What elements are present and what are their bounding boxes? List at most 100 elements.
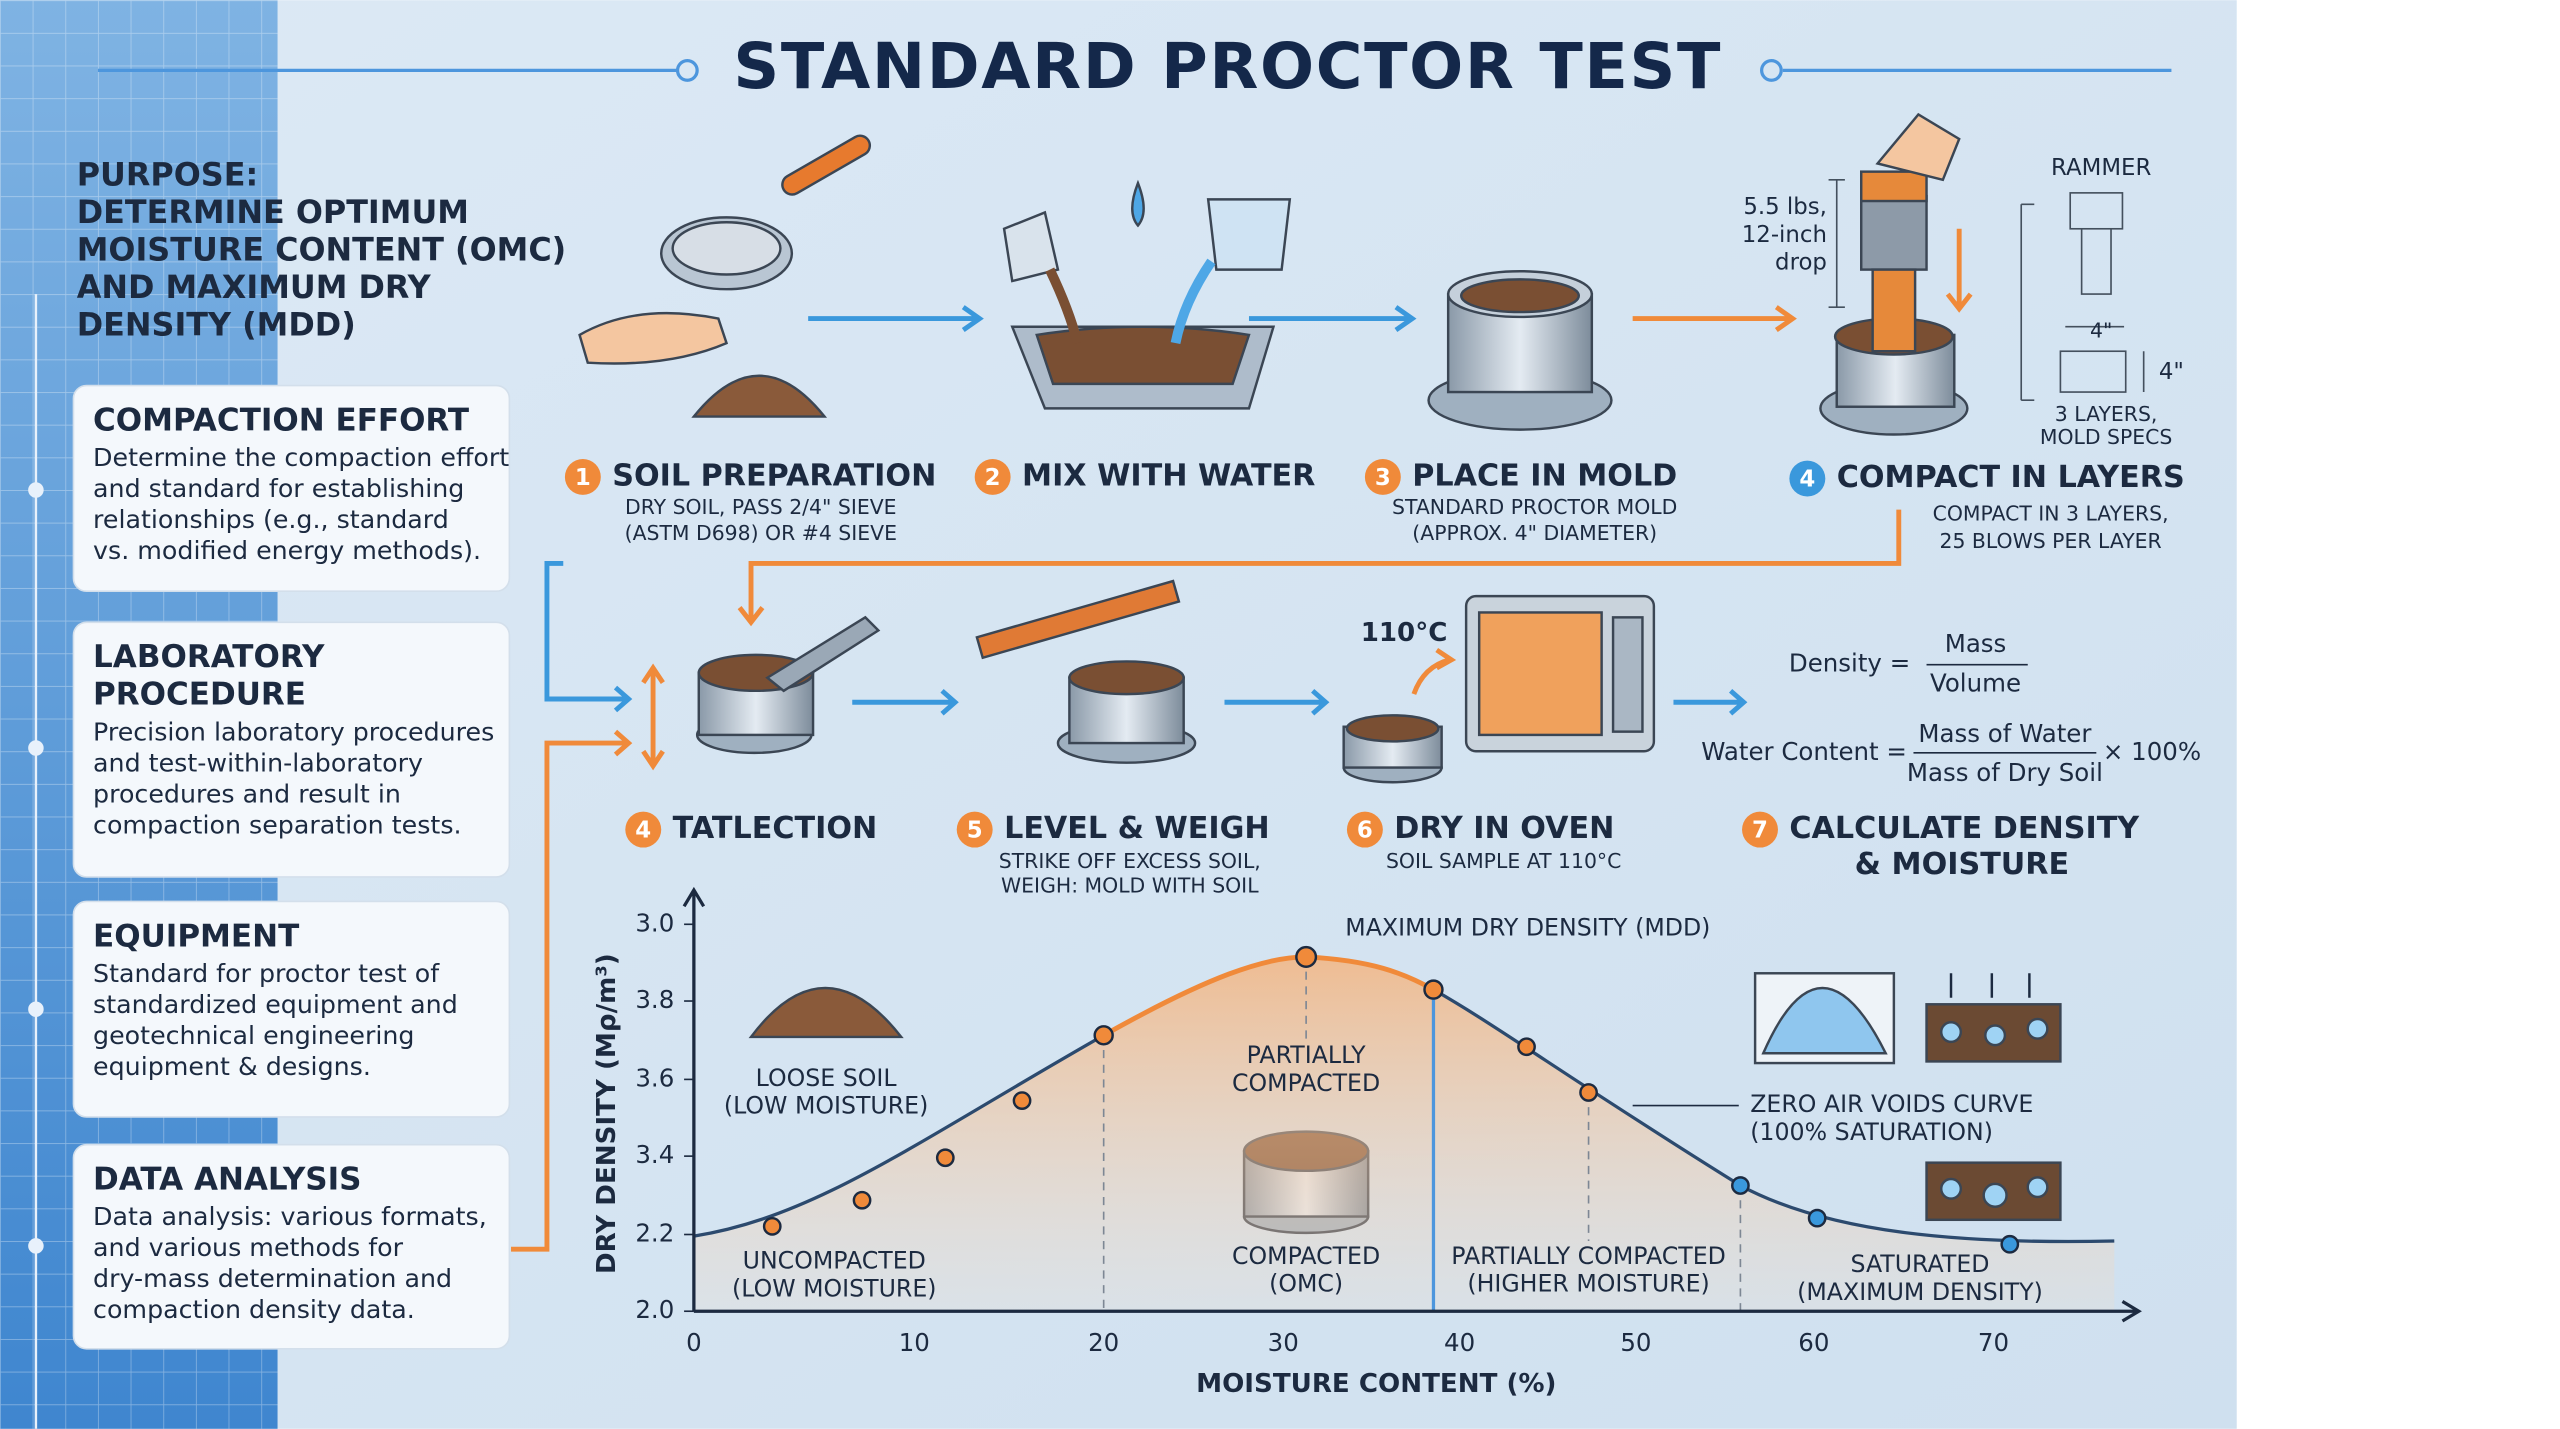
step-description: DRY SOIL, PASS 2/4" SIEVE xyxy=(625,495,896,519)
purpose-line: MOISTURE CONTENT (OMC) xyxy=(77,231,567,269)
cards xyxy=(72,384,511,1350)
chart-annotation: PARTIALLY COMPACTED xyxy=(1451,1242,1726,1270)
step-title: COMPACT IN LAYERS xyxy=(1837,460,2185,495)
x-tick-label: 10 xyxy=(899,1328,930,1357)
purpose-line: DENSITY (MDD) xyxy=(77,306,356,344)
guide-lines xyxy=(1102,956,1742,1312)
card-body: dry-mass determination and xyxy=(93,1264,452,1293)
purpose-heading: PURPOSE: xyxy=(77,156,258,194)
step-description: STRIKE OFF EXCESS SOIL, xyxy=(999,849,1261,873)
chart-annotation: (MAXIMUM DENSITY) xyxy=(1797,1278,2043,1306)
step-description: 25 BLOWS PER LAYER xyxy=(1940,529,2162,553)
step-number: 7 xyxy=(1752,818,1768,844)
card-heading: DATA ANALYSIS xyxy=(93,1162,361,1198)
step-description: STANDARD PROCTOR MOLD xyxy=(1392,495,1677,519)
y-tick-label: 3.8 xyxy=(635,985,674,1014)
step-badge xyxy=(625,811,662,848)
card-body: procedures and result in xyxy=(93,779,401,808)
title-decoration xyxy=(97,58,2172,82)
step-badge xyxy=(1364,458,1401,495)
curve-points xyxy=(762,945,2020,1254)
step-number: 3 xyxy=(1375,465,1391,491)
chart-annotation: (OMC) xyxy=(1269,1270,1343,1298)
chart-annotation: (HIGHER MOISTURE) xyxy=(1467,1270,1709,1298)
step-title: & MOISTURE xyxy=(1855,847,2069,882)
card-heading: PROCEDURE xyxy=(93,677,306,713)
step-title: CALCULATE DENSITY xyxy=(1789,811,2140,846)
step-badge xyxy=(564,458,601,495)
formula: Water Content = xyxy=(1701,737,1907,766)
formula: Mass xyxy=(1945,629,2007,658)
chart-annotation: UNCOMPACTED xyxy=(743,1247,926,1275)
step-badge xyxy=(1789,460,1826,497)
mold-spec: MOLD SPECS xyxy=(2040,425,2173,449)
y-tick-label: 2.2 xyxy=(635,1218,674,1247)
step-title: SOIL PREPARATION xyxy=(612,458,936,493)
step-number: 5 xyxy=(967,818,983,844)
y-tick-label: 3.0 xyxy=(635,908,674,937)
x-tick-label: 40 xyxy=(1444,1328,1475,1357)
step-description: (APPROX. 4" DIAMETER) xyxy=(1412,521,1657,545)
x-tick-label: 30 xyxy=(1268,1328,1299,1357)
chart-annotation: (LOW MOISTURE) xyxy=(732,1275,937,1303)
card-body: compaction separation tests. xyxy=(93,810,462,839)
step-number: 2 xyxy=(985,465,1001,491)
chart-annotation: LOOSE SOIL xyxy=(756,1064,898,1092)
card-heading: COMPACTION EFFORT xyxy=(93,402,469,438)
chart-annotation: COMPACTED xyxy=(1232,1242,1380,1270)
mold-dimension: 4" xyxy=(2159,359,2184,385)
step-title: PLACE IN MOLD xyxy=(1412,458,1677,493)
step-title: LEVEL & WEIGH xyxy=(1004,811,1270,846)
step-title: MIX WITH WATER xyxy=(1022,458,1315,493)
card-heading: LABORATORY xyxy=(93,639,325,675)
step-badge xyxy=(1346,811,1383,848)
formula: Volume xyxy=(1930,668,2021,697)
card-body: relationships (e.g., standard xyxy=(93,505,449,534)
card-heading: EQUIPMENT xyxy=(93,918,299,954)
step-badge xyxy=(1742,811,1778,848)
axes xyxy=(682,886,2142,1323)
x-tick-label: 50 xyxy=(1620,1328,1651,1357)
y-tick-label: 3.4 xyxy=(635,1140,674,1169)
chart xyxy=(682,886,2142,1323)
card-body: and test-within-laboratory xyxy=(93,748,423,777)
step-number: 4 xyxy=(635,818,651,844)
card-body: Standard for proctor test of xyxy=(93,959,440,988)
step-title: DRY IN OVEN xyxy=(1394,811,1614,846)
mold-spec: 3 LAYERS, xyxy=(2055,402,2158,426)
chart-annotation: MAXIMUM DRY DENSITY (MDD) xyxy=(1345,914,1710,942)
step-number: 6 xyxy=(1357,818,1373,844)
drop-spec: drop xyxy=(1775,250,1827,276)
card-body: Precision laboratory procedures xyxy=(93,717,494,746)
step-description: COMPACT IN 3 LAYERS, xyxy=(1933,501,2169,525)
drop-spec: 5.5 lbs, xyxy=(1743,194,1827,220)
purpose-line: DETERMINE OPTIMUM xyxy=(77,193,469,231)
formula: Mass of Water xyxy=(1918,719,2092,748)
x-tick-label: 60 xyxy=(1798,1328,1829,1357)
formula: Density = xyxy=(1789,649,1910,678)
title: STANDARD PROCTOR TEST xyxy=(733,30,1722,104)
rammer-label: RAMMER xyxy=(2051,155,2151,181)
card-body: Data analysis: various formats, xyxy=(93,1202,487,1231)
x-tick-label: 20 xyxy=(1088,1328,1119,1357)
step-number: 1 xyxy=(575,465,591,491)
card-body: standardized equipment and xyxy=(93,990,458,1019)
step-badge xyxy=(956,811,993,848)
chart-annotation: ZERO AIR VOIDS CURVE xyxy=(1750,1090,2033,1118)
chart-annotation: PARTIALLY xyxy=(1247,1041,1366,1069)
step-badge xyxy=(974,458,1011,495)
y-tick-label: 3.6 xyxy=(635,1063,674,1092)
card-body: geotechnical engineering xyxy=(93,1021,414,1050)
y-tick-label: 2.0 xyxy=(635,1295,674,1324)
formula: × 100% xyxy=(2103,737,2201,766)
step-number: 4 xyxy=(1799,467,1815,493)
chart-annotation: (100% SATURATION) xyxy=(1750,1118,1993,1146)
mold-dimension: 4" xyxy=(2090,319,2112,343)
step-description: SOIL SAMPLE AT 110°C xyxy=(1386,849,1621,873)
y-axis-label: DRY DENSITY (Mρ/m³) xyxy=(592,953,622,1274)
step-description: WEIGH: MOLD WITH SOIL xyxy=(1001,874,1259,898)
card-connector xyxy=(28,294,44,1429)
drop-spec: 12-inch xyxy=(1742,222,1827,248)
card-body: equipment & designs. xyxy=(93,1052,371,1081)
